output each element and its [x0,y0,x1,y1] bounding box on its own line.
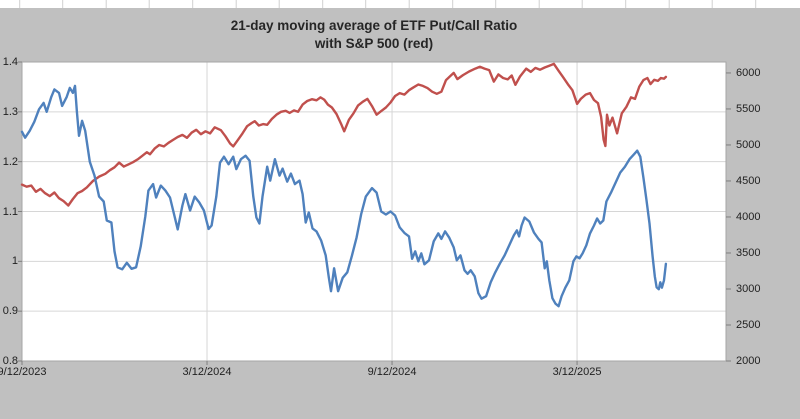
right-axis-label: 5000 [736,138,761,151]
put-call-ratio-line [20,84,668,308]
left-axis-label: 1.1 [2,205,18,218]
left-axis-label: 0.8 [2,355,18,367]
right-axis-label: 6000 [736,66,761,79]
left-axis-label: 1 [11,255,18,268]
left-axis-label: 1.3 [2,105,18,118]
chart-title-line2: with S&P 500 (red) [314,36,434,51]
chart-object: 21-day moving average of ETF Put/Call Ra… [0,8,800,419]
chart-title: 21-day moving average of ETF Put/Call Ra… [0,17,748,53]
right-axis-label: 5500 [736,102,761,115]
spreadsheet-grid-strip [0,0,800,8]
chart-title-line1: 21-day moving average of ETF Put/Call Ra… [230,18,518,33]
x-axis-label: 9/12/2024 [367,366,417,378]
sp500-line [20,62,668,207]
right-axis-label: 2000 [736,355,761,367]
right-axis-label: 3500 [736,246,761,259]
right-axis-label: 4500 [736,174,761,187]
right-axis-label: 2500 [736,318,761,331]
x-axis-label: 3/12/2024 [182,366,232,378]
left-axis-label: 1.2 [2,155,18,168]
x-axis-label: 3/12/2025 [552,366,602,378]
left-axis-label: 1.4 [2,56,18,68]
plot-svg [18,61,731,365]
right-axis-label: 3000 [736,282,761,295]
left-axis-label: 0.9 [2,305,18,318]
right-axis-label: 4000 [736,210,761,223]
x-axis-label: 9/12/2023 [0,366,47,378]
